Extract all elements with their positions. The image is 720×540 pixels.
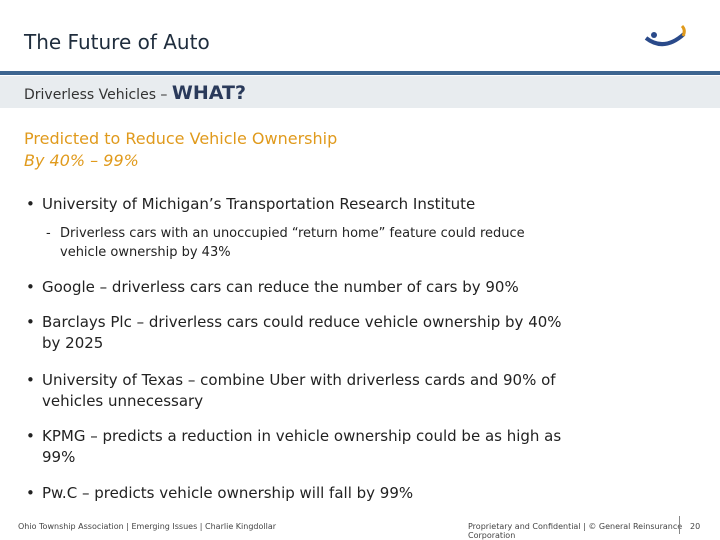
logo [644,24,686,46]
page-number: 20 [690,522,701,531]
footer-divider [679,516,680,534]
heading: Predicted to Reduce Vehicle Ownership [24,129,338,148]
footer-left: Ohio Township Association | Emerging Iss… [18,522,277,531]
heading-sub: By 40% – 99% [24,151,139,170]
subtitle-text: Driverless Vehicles – [24,87,172,103]
sub-bullet: Driverless cars with an unoccupied “retu… [46,224,560,262]
bullet: KPMG – predicts a reduction in vehicle o… [26,426,562,468]
bullet: University of Texas – combine Uber with … [26,370,562,412]
bullet: Barclays Plc – driverless cars could red… [26,312,562,354]
subtitle-band [0,76,720,108]
subtitle-emphasis: WHAT? [171,82,246,104]
header-rule [0,71,720,75]
slide-title: The Future of Auto [24,30,210,54]
bullet: Pw.C – predicts vehicle ownership will f… [26,483,562,504]
bullet: University of Michigan’s Transportation … [26,194,562,215]
subtitle: Driverless Vehicles – WHAT? [24,82,246,104]
footer-right: Proprietary and Confidential | © General… [468,522,683,540]
bullet: Google – driverless cars can reduce the … [26,277,562,298]
